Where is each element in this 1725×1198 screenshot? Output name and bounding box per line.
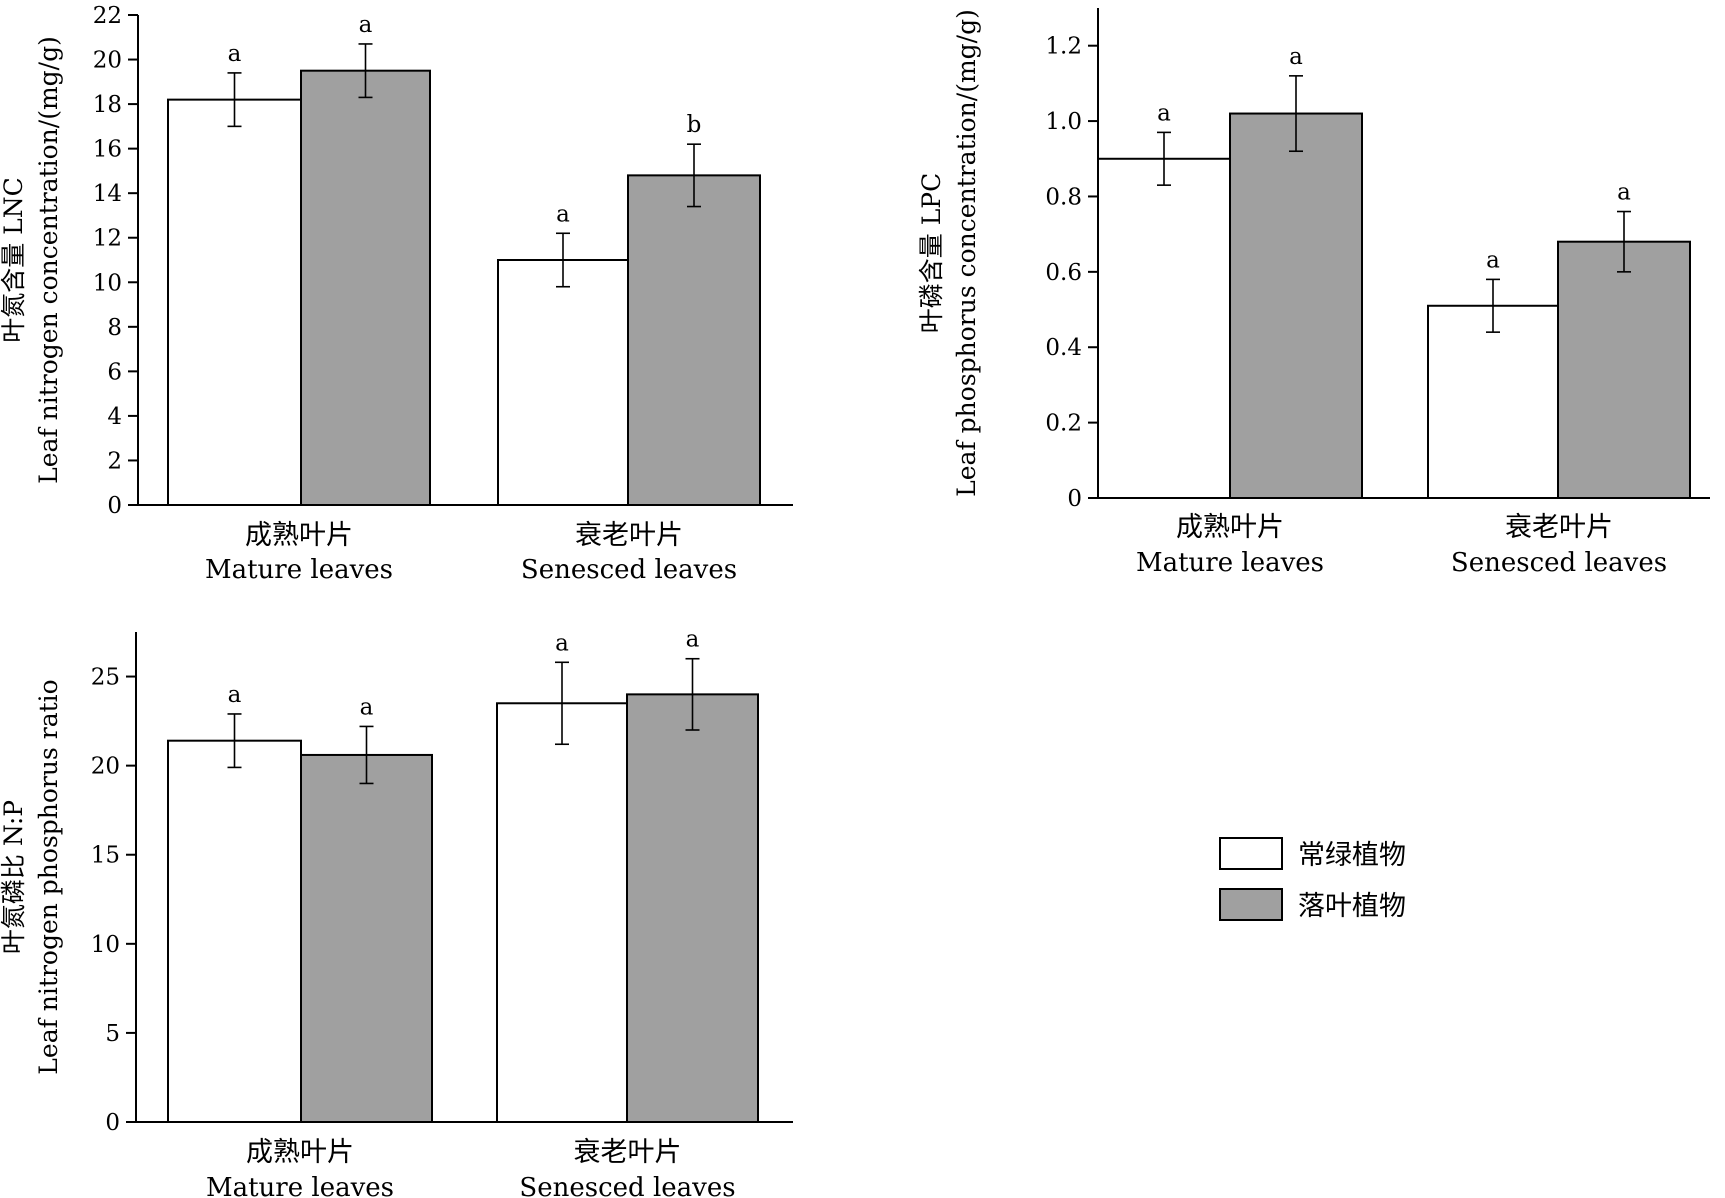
bar [626,693,759,1123]
y-tick-label: 16 [93,137,122,163]
significance-label: a [555,630,569,656]
x-category-label-zh: 衰老叶片 [1505,512,1613,543]
y-tick-label: 0.4 [1045,335,1082,361]
y-tick-label: 6 [107,359,122,385]
bar [167,739,302,1123]
y-tick-label: 5 [105,1021,120,1047]
bar [1427,304,1559,499]
y-axis-label-en: Leaf nitrogen concentration/(mg/g) [34,36,63,484]
y-tick-label: 22 [93,3,122,29]
y-tick-label: 12 [93,226,122,252]
y-tick-label: 10 [91,932,120,958]
x-category-label-zh: 成熟叶片 [1176,512,1284,543]
x-category-label-zh: 成熟叶片 [245,520,353,551]
y-axis-label-zh: 叶氮含量 LNC [0,177,28,343]
x-category-label-en: Mature leaves [1136,548,1324,578]
significance-label: a [360,694,374,720]
legend-swatch-deciduous [1219,888,1283,921]
y-tick-label: 8 [107,315,122,341]
y-tick-label: 20 [91,754,120,780]
bar [1557,240,1691,499]
legend-label-deciduous: 落叶植物 [1298,891,1406,922]
y-tick-label: 0 [1067,486,1082,512]
y-tick-label: 0 [107,493,122,519]
significance-label: a [556,201,570,227]
bar [1229,112,1363,500]
y-axis-label-en: Leaf phosphorus concentration/(mg/g) [952,9,981,497]
y-tick-label: 15 [91,843,120,869]
x-category-label-en: Mature leaves [205,555,393,585]
y-tick-label: 14 [93,181,122,207]
x-category-label-zh: 衰老叶片 [575,520,683,551]
x-category-label-en: Senesced leaves [519,1173,735,1198]
y-tick-label: 2 [107,448,122,474]
y-tick-label: 0.8 [1045,184,1082,210]
y-tick-label: 10 [93,270,122,296]
significance-label: a [1289,44,1303,70]
x-category-label-en: Senesced leaves [521,555,737,585]
chart-panel-lnc: 0 2 4 6 8 10 12 14 16 18 20 22 a a 成熟叶片 Mature leaves a b… [0,3,793,585]
legend-swatch-evergreen [1219,837,1283,870]
legend: 常绿植物 落叶植物 [1219,837,1406,922]
significance-label: a [228,41,242,67]
bar [496,702,628,1123]
significance-label: a [1617,180,1631,206]
chart-panel-lpc: 0 0.2 0.4 0.6 0.8 1.0 1.2 a a 成熟叶片 Mature leaves a a… [917,8,1710,578]
x-category-label-en: Mature leaves [206,1173,394,1198]
legend-label-evergreen: 常绿植物 [1298,840,1406,871]
significance-label: a [686,627,700,653]
y-tick-label: 0 [105,1110,120,1136]
significance-label: b [687,112,702,138]
y-axis-label-en: Leaf nitrogen phosphorus ratio [34,679,63,1074]
bar [627,174,761,506]
y-tick-label: 25 [91,665,120,691]
bar [1097,157,1231,499]
significance-label: a [228,682,242,708]
bar [497,259,629,506]
y-axis-label-zh: 叶氮磷比 N:P [0,800,28,954]
x-category-label-en: Senesced leaves [1451,548,1667,578]
y-axis-label-zh: 叶磷含量 LPC [917,173,946,334]
y-tick-label: 0.6 [1045,260,1082,286]
bar [167,98,302,507]
y-tick-label: 0.2 [1045,411,1082,437]
bar [300,753,433,1123]
significance-label: a [359,12,373,38]
bar [300,69,431,506]
y-tick-label: 4 [107,404,122,430]
chart-panel-np: 0 5 10 15 20 25 a a 成熟叶片 Mature leaves a a 衰老叶片 Senes… [0,627,793,1198]
x-category-label-zh: 成熟叶片 [246,1137,354,1168]
y-tick-label: 18 [93,92,122,118]
significance-label: a [1157,100,1171,126]
significance-label: a [1486,247,1500,273]
y-tick-label: 1.0 [1045,109,1082,135]
x-category-label-zh: 衰老叶片 [574,1137,682,1168]
y-tick-label: 1.2 [1045,34,1082,60]
y-tick-label: 20 [93,48,122,74]
